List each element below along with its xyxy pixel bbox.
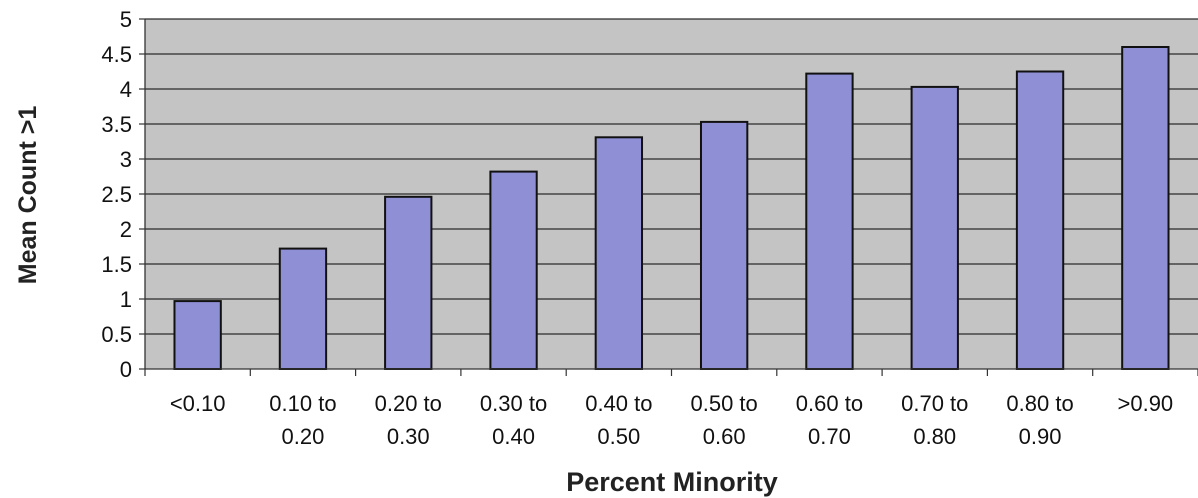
x-tick-label: 0.30 to bbox=[480, 391, 547, 416]
bar bbox=[805, 72, 854, 370]
bar bbox=[173, 300, 222, 371]
bar bbox=[1121, 46, 1170, 370]
y-tick-label: 3.5 bbox=[101, 112, 132, 137]
x-tick-label: 0.60 to bbox=[796, 391, 863, 416]
y-tick-label: 1.5 bbox=[101, 252, 132, 277]
x-tick-label: 0.80 bbox=[913, 424, 956, 449]
x-tick-label: 0.80 to bbox=[1006, 391, 1073, 416]
x-tick-label: 0.70 bbox=[808, 424, 851, 449]
bar bbox=[278, 247, 328, 371]
x-tick-label: >0.90 bbox=[1118, 391, 1174, 416]
x-tick-labels: <0.10 0.10 to 0.20 0.20 to 0.30 0.30 to 0.40 0.… bbox=[170, 391, 1173, 449]
x-tick-label: 0.20 to bbox=[375, 391, 442, 416]
y-tick-label: 5 bbox=[120, 7, 132, 32]
x-tick-marks bbox=[144, 369, 1198, 376]
y-tick-label: 0.5 bbox=[101, 322, 132, 347]
bar bbox=[1015, 70, 1065, 370]
x-tick-label: 0.10 to bbox=[269, 391, 336, 416]
y-tick-labels: 0 0.5 1 1.5 2 2.5 3 3.5 4 4.5 5 bbox=[101, 7, 132, 382]
x-tick-label: 0.60 bbox=[703, 424, 746, 449]
y-tick-label: 2 bbox=[120, 217, 132, 242]
y-axis-title: Mean Count >1 bbox=[14, 106, 42, 285]
x-tick-label: 0.50 bbox=[597, 424, 640, 449]
y-tick-label: 4.5 bbox=[101, 42, 132, 67]
y-tick-label: 2.5 bbox=[101, 182, 132, 207]
y-tick-label: 4 bbox=[120, 77, 132, 102]
x-tick-label: 0.30 bbox=[387, 424, 430, 449]
bar bbox=[384, 195, 433, 370]
x-tick-label: 0.40 to bbox=[585, 391, 652, 416]
x-tick-label: 0.20 bbox=[282, 424, 325, 449]
x-tick-label: <0.10 bbox=[170, 391, 226, 416]
x-axis-title: Percent Minority bbox=[566, 467, 778, 497]
x-tick-label: 0.50 to bbox=[691, 391, 758, 416]
y-tick-label: 0 bbox=[120, 357, 132, 382]
bar bbox=[699, 120, 749, 371]
bars bbox=[173, 46, 1170, 371]
x-tick-label: 0.40 bbox=[492, 424, 535, 449]
x-tick-label: 0.70 to bbox=[901, 391, 968, 416]
bar bbox=[594, 136, 644, 370]
y-tick-label: 1 bbox=[120, 287, 132, 312]
bar bbox=[489, 170, 538, 370]
y-tick-label: 3 bbox=[120, 147, 132, 172]
x-tick-label: 0.90 bbox=[1019, 424, 1062, 449]
bar bbox=[910, 85, 959, 371]
